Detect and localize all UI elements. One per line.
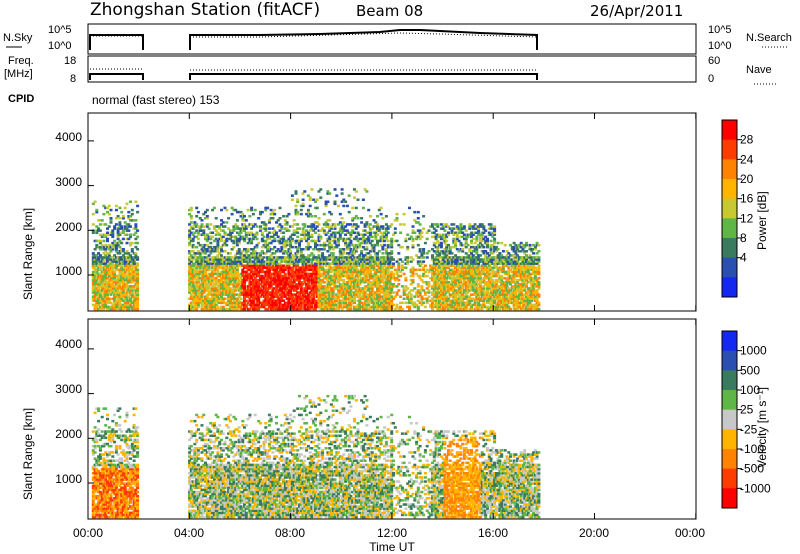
power-colorbar: 28 24 20 16 12 8 4 <box>721 119 754 298</box>
freq-label-1: Freq. <box>8 55 34 67</box>
station-title: Zhongshan Station (fitACF) <box>90 0 321 20</box>
colorbar-swatch <box>722 370 737 391</box>
x-axis-label: Time UT <box>369 540 415 554</box>
colorbar-tick-label: 100 <box>740 383 760 397</box>
noise-panel: N.Sky 10^5 10^0 10^5 10^0 N.Search <box>3 23 792 55</box>
velocity-panel: Slant Range [km] 1000 2000 3000 4000 <box>21 318 697 520</box>
colorbar-tick-label: 25 <box>740 403 754 417</box>
colorbar-tick-label: 500 <box>740 363 760 377</box>
colorbar-swatch <box>722 429 737 450</box>
colorbar-tick-label: 16 <box>740 192 754 206</box>
freq-tick-bottom: 8 <box>70 73 76 85</box>
velocity-ytick-4000: 4000 <box>55 337 82 351</box>
colorbar-tick-label: 24 <box>740 152 754 166</box>
freq-tick-top: 18 <box>64 55 76 67</box>
nave-tick-top: 60 <box>708 55 720 67</box>
colorbar-tick-label: -1000 <box>740 481 771 495</box>
noise-right-tick-top: 10^5 <box>708 24 732 36</box>
colorbar-swatch <box>722 238 737 259</box>
velocity-colorbar: 1000 500 100 25 -25 -100 -500 -1000 <box>721 330 771 509</box>
cpid-mode: normal (fast stereo) 153 <box>92 93 220 107</box>
colorbar-tick-label: 12 <box>740 211 754 225</box>
colorbar-tick-label: 1000 <box>740 344 767 358</box>
colorbar-tick-label: -25 <box>740 422 758 436</box>
colorbar-swatch <box>722 257 737 278</box>
beam-label: Beam 08 <box>356 2 424 20</box>
noise-tick-bottom: 10^0 <box>48 40 72 52</box>
colorbar-tick-label: -100 <box>740 442 764 456</box>
noise-left-label: N.Sky <box>3 32 33 44</box>
colorbar-swatch <box>722 488 737 509</box>
noise-tick-top: 10^5 <box>48 24 72 36</box>
power-panel: Slant Range [km] 1000 2000 3000 4000 <box>21 112 697 312</box>
colorbar-swatch <box>722 198 737 219</box>
frequency-panel: Freq. [MHz] 18 8 60 0 Nave <box>4 55 776 85</box>
x-tick-6: 00:00 <box>675 526 705 540</box>
colorbar-tick-label: 8 <box>740 231 747 245</box>
colorbar-swatch <box>722 139 737 160</box>
colorbar-swatch <box>722 120 737 141</box>
colorbar-swatch <box>722 449 737 470</box>
x-tick-0: 00:00 <box>73 526 103 540</box>
x-axis: 00:00 04:00 08:00 12:00 16:00 20:00 00:0… <box>73 526 705 554</box>
nave-tick-bottom: 0 <box>708 73 714 85</box>
x-tick-4: 16:00 <box>478 526 508 540</box>
power-colorbar-label: Power [dB] <box>755 191 769 250</box>
power-ytick-3000: 3000 <box>55 175 82 189</box>
colorbar-swatch <box>722 350 737 371</box>
velocity-ytick-1000: 1000 <box>55 472 82 486</box>
colorbar-swatch <box>722 468 737 489</box>
velocity-ylabel: Slant Range [km] <box>21 408 35 500</box>
colorbar-swatch <box>722 409 737 430</box>
x-tick-2: 08:00 <box>275 526 305 540</box>
nave-label: Nave <box>746 64 772 76</box>
colorbar-tick-label: 4 <box>740 251 747 265</box>
power-ylabel: Slant Range [km] <box>21 208 35 300</box>
x-tick-1: 04:00 <box>174 526 204 540</box>
colorbar-swatch <box>722 218 737 239</box>
noise-right-label: N.Search <box>746 32 792 44</box>
colorbar-swatch <box>722 159 737 180</box>
colorbar-tick-label: 20 <box>740 172 754 186</box>
x-tick-5: 20:00 <box>579 526 609 540</box>
colorbar-swatch <box>722 179 737 200</box>
power-ytick-2000: 2000 <box>55 220 82 234</box>
power-ytick-1000: 1000 <box>55 264 82 278</box>
noise-right-tick-bottom: 10^0 <box>708 40 732 52</box>
colorbar-swatch <box>722 331 737 352</box>
cpid-label: CPID <box>8 93 34 105</box>
power-ytick-4000: 4000 <box>55 130 82 144</box>
velocity-ytick-2000: 2000 <box>55 427 82 441</box>
velocity-ytick-3000: 3000 <box>55 382 82 396</box>
colorbar-swatch <box>722 277 737 298</box>
velocity-colorbar-label: Velocity [m s⁻¹] <box>755 387 769 468</box>
colorbar-tick-label: -500 <box>740 462 764 476</box>
x-tick-3: 12:00 <box>377 526 407 540</box>
colorbar-tick-label: 28 <box>740 133 754 147</box>
colorbar-swatch <box>722 390 737 411</box>
freq-label-2: [MHz] <box>4 68 33 80</box>
date-label: 26/Apr/2011 <box>590 2 684 20</box>
